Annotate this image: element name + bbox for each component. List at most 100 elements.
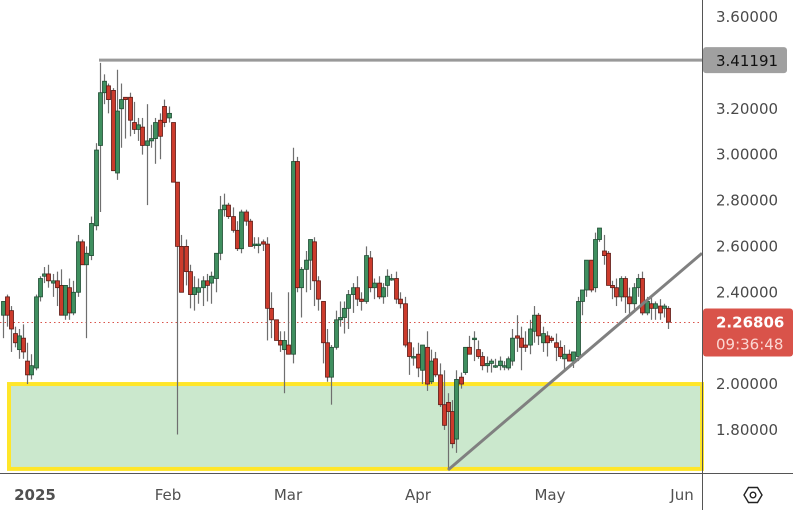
candle xyxy=(261,239,266,251)
candle xyxy=(536,312,541,346)
candle xyxy=(299,267,304,318)
candle xyxy=(226,202,231,219)
candle xyxy=(76,234,81,297)
candle xyxy=(558,340,563,359)
candle xyxy=(510,328,515,366)
price-tick-label: 3.20000 xyxy=(716,100,778,118)
candle xyxy=(256,237,261,254)
candle xyxy=(394,271,399,304)
candle xyxy=(209,271,214,304)
candle xyxy=(519,326,524,371)
current-price-tag: 2.26806 09:36:48 xyxy=(703,308,793,357)
candle xyxy=(459,372,464,389)
candle xyxy=(485,356,490,373)
candle xyxy=(71,280,76,316)
candle xyxy=(355,276,360,307)
candle xyxy=(342,301,347,334)
candle xyxy=(316,276,321,311)
candle xyxy=(589,259,594,293)
candle xyxy=(454,370,459,453)
price-tick-label: 2.80000 xyxy=(716,192,778,210)
candle xyxy=(218,195,223,261)
candle xyxy=(123,96,128,139)
candle xyxy=(498,356,503,371)
settings-hexagon-icon[interactable] xyxy=(737,481,769,509)
support-zone[interactable] xyxy=(7,382,704,471)
candle xyxy=(128,92,133,137)
candle xyxy=(334,310,339,350)
trendline-line[interactable] xyxy=(447,252,703,472)
candle xyxy=(666,306,671,329)
candle xyxy=(274,319,279,341)
price-axis[interactable]: 3.60000 3.20000 3.00000 2.80000 2.60000 2.400… xyxy=(716,8,778,439)
candle xyxy=(214,252,219,293)
candle xyxy=(523,331,528,352)
candle xyxy=(304,250,309,293)
candle xyxy=(171,122,176,183)
candle xyxy=(614,278,619,307)
candle xyxy=(5,294,10,327)
candle xyxy=(407,328,412,375)
horizontal-line-price-tag: 3.41191 xyxy=(703,47,787,74)
candle xyxy=(381,283,386,304)
price-tick-label: 2.40000 xyxy=(716,283,778,301)
trendline[interactable] xyxy=(447,252,703,472)
time-tick-label: 2025 xyxy=(14,486,56,504)
candle xyxy=(433,351,438,378)
support-zone-rect[interactable] xyxy=(7,382,704,471)
candle xyxy=(34,294,39,371)
time-axis[interactable]: 2025 Feb Mar Apr May Jun xyxy=(14,486,694,504)
candle xyxy=(640,271,645,316)
candle xyxy=(244,209,249,226)
candle xyxy=(295,156,300,293)
price-tick-label: 2.00000 xyxy=(716,375,778,393)
bar-countdown: 09:36:48 xyxy=(716,336,783,354)
candle xyxy=(94,143,99,231)
candle xyxy=(476,340,481,359)
candle xyxy=(162,99,167,128)
candle xyxy=(329,345,334,405)
candle xyxy=(389,273,394,281)
candle xyxy=(606,250,611,286)
time-tick-label: Feb xyxy=(155,486,182,504)
candle xyxy=(368,250,373,293)
candle xyxy=(658,299,663,320)
candle xyxy=(493,358,498,368)
candle xyxy=(549,335,554,343)
candle xyxy=(80,239,85,266)
candles xyxy=(1,62,671,469)
candle xyxy=(286,292,291,355)
candle xyxy=(265,237,270,341)
candle xyxy=(576,296,581,362)
candle xyxy=(385,269,390,297)
candle xyxy=(291,147,296,364)
candle xyxy=(84,246,89,339)
candle xyxy=(653,301,658,320)
candle xyxy=(321,301,326,364)
price-tick-label: 2.60000 xyxy=(716,237,778,255)
candle xyxy=(55,271,60,307)
candle xyxy=(411,347,416,366)
candle xyxy=(398,292,403,309)
candle xyxy=(149,124,154,148)
candle xyxy=(472,331,477,362)
candle xyxy=(580,289,585,316)
price-tags: 3.41191 2.26806 09:36:48 xyxy=(703,47,793,357)
time-tick-label: May xyxy=(534,486,565,504)
candle xyxy=(167,106,172,123)
candle xyxy=(463,346,468,375)
candle xyxy=(111,88,116,172)
candle xyxy=(597,227,602,242)
candle xyxy=(338,301,343,327)
candle xyxy=(312,237,317,307)
candle xyxy=(269,292,274,339)
candle xyxy=(89,216,94,261)
candle xyxy=(153,117,158,164)
candle xyxy=(506,356,511,371)
candle xyxy=(21,324,26,359)
candle xyxy=(420,344,425,385)
candle xyxy=(9,306,14,352)
price-tick-label: 1.80000 xyxy=(716,421,778,439)
candle xyxy=(184,239,189,286)
